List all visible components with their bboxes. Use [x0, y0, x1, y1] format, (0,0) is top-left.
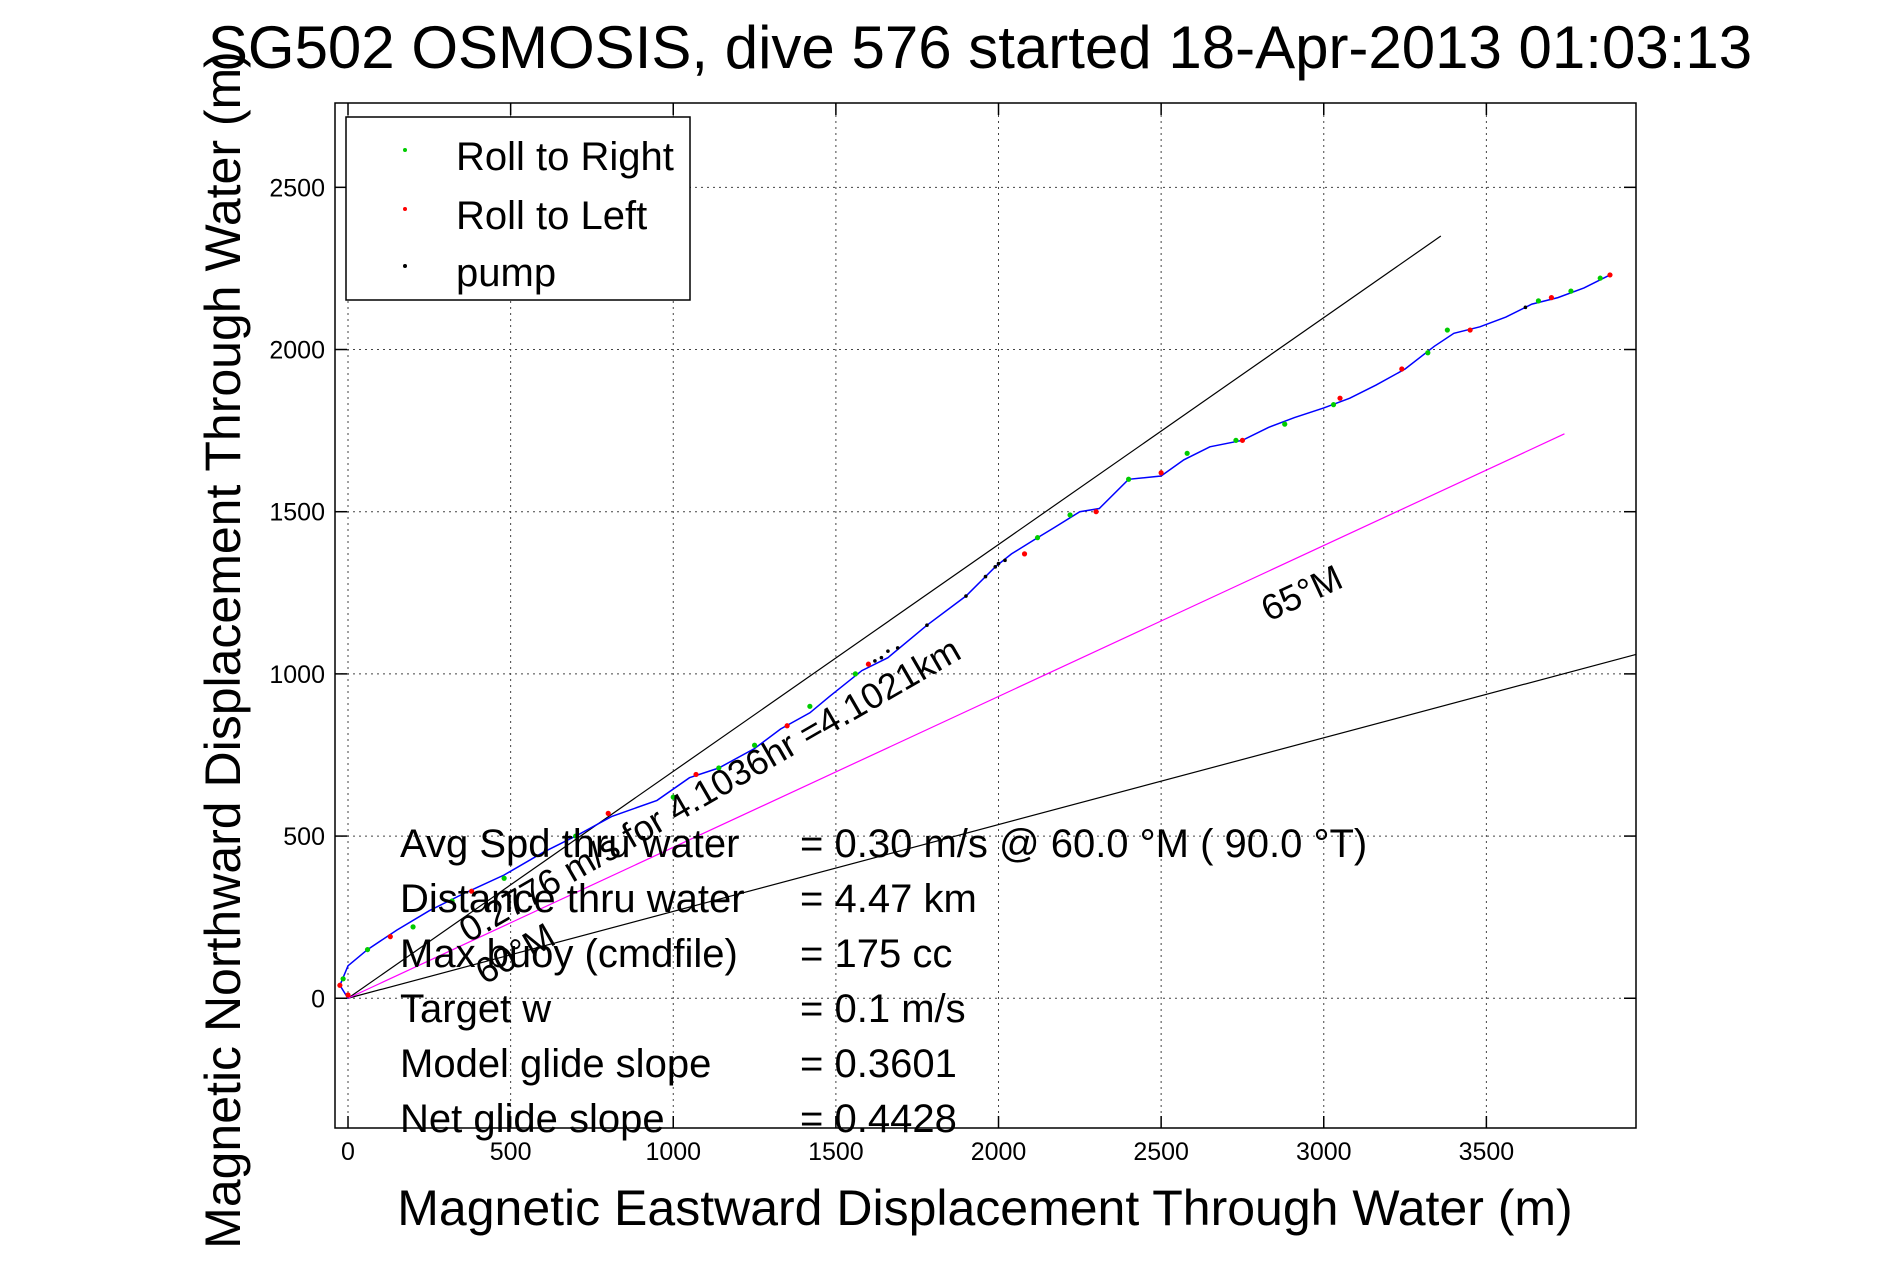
stat-value-net-glide: = 0.4428	[800, 1097, 957, 1141]
y-tick-label: 1500	[269, 499, 325, 527]
y-tick-label: 500	[283, 823, 325, 851]
stats-annotations: Avg Spd thru water = 0.30 m/s @ 60.0 °M …	[400, 822, 1367, 1141]
legend-marker-roll-left	[403, 207, 407, 211]
x-tick-label: 2500	[1133, 1138, 1189, 1166]
roll-right-marker	[364, 946, 371, 953]
roll-right-marker	[1597, 275, 1603, 281]
roll-left-marker	[1337, 395, 1343, 401]
y-tick-label: 1000	[269, 661, 325, 689]
reference-line-0	[347, 235, 1442, 999]
x-axis-label: Magnetic Eastward Displacement Through W…	[397, 1180, 1572, 1236]
pump-marker	[983, 574, 988, 579]
pump-marker	[993, 565, 998, 569]
roll-left-marker	[1021, 551, 1028, 557]
stat-value-avg-speed: = 0.30 m/s @ 60.0 °M ( 90.0 °T)	[800, 822, 1367, 866]
reference-lines	[347, 235, 1637, 999]
legend-label-roll-left: Roll to Left	[456, 194, 647, 238]
roll-right-marker	[852, 671, 859, 677]
roll-right-marker	[449, 898, 455, 904]
legend-label-pump: pump	[456, 251, 556, 295]
x-tick-label: 1000	[645, 1138, 701, 1166]
x-tick-label: 2000	[971, 1138, 1027, 1166]
roll-right-marker	[1444, 327, 1450, 333]
roll-right-marker	[1233, 437, 1239, 443]
y-tick-label: 2500	[269, 174, 325, 202]
roll-right-marker	[1425, 350, 1431, 356]
stat-label-max-buoy: Max buoy (cmdfile)	[400, 932, 738, 976]
x-tick-label: 3000	[1296, 1138, 1352, 1166]
roll-right-marker	[1067, 512, 1073, 518]
legend-marker-pump	[403, 264, 407, 268]
legend-marker-roll-right	[403, 148, 407, 152]
stat-label-net-glide: Net glide slope	[400, 1097, 665, 1141]
roll-right-marker	[1330, 402, 1337, 408]
x-tick-label: 0	[341, 1138, 355, 1166]
pump-marker	[925, 623, 929, 628]
x-tick-label: 1500	[808, 1138, 864, 1166]
roll-right-marker	[573, 833, 579, 839]
pump-marker	[895, 646, 900, 650]
legend: Roll to Right Roll to Left pump	[345, 116, 691, 301]
stat-label-distance: Distance thru water	[400, 877, 745, 921]
pump-marker	[996, 561, 1001, 566]
pump-marker	[964, 594, 968, 598]
roll-left-marker	[784, 723, 790, 729]
roll-right-marker	[1568, 288, 1574, 294]
roll-right-marker	[670, 794, 676, 800]
roll-right-marker	[1184, 450, 1190, 456]
pump-marker	[873, 659, 877, 663]
stat-value-target-w: = 0.1 m/s	[800, 987, 966, 1031]
roll-right-marker	[340, 976, 346, 982]
roll-left-marker	[1239, 437, 1246, 443]
roll-right-marker	[1034, 535, 1041, 541]
roll-left-marker	[1467, 327, 1473, 333]
x-tick-label: 3500	[1459, 1138, 1515, 1166]
y-tick-label: 0	[311, 985, 325, 1013]
pump-marker	[886, 649, 890, 653]
markers	[337, 272, 1613, 998]
roll-right-marker	[807, 703, 813, 709]
chart-title: SG502 OSMOSIS, dive 576 started 18-Apr-2…	[208, 14, 1752, 81]
legend-label-roll-right: Roll to Right	[456, 135, 674, 179]
roll-right-marker	[1535, 298, 1542, 304]
stat-value-distance: = 4.47 km	[800, 877, 977, 921]
roll-left-marker	[345, 992, 351, 998]
roll-left-marker	[1607, 272, 1613, 278]
track-line	[339, 274, 1611, 999]
reference-line-1	[347, 653, 1637, 999]
stat-value-max-buoy: = 175 cc	[800, 932, 952, 976]
roll-left-marker	[865, 661, 872, 667]
stat-label-target-w: Target w	[400, 987, 551, 1031]
pump-marker	[1523, 305, 1528, 310]
y-axis-label: Magnetic Northward Displacement Through …	[195, 51, 251, 1249]
roll-right-marker	[1126, 476, 1132, 482]
stat-label-model-glide: Model glide slope	[400, 1042, 711, 1086]
pump-marker	[1003, 558, 1007, 563]
stat-value-model-glide: = 0.3601	[800, 1042, 957, 1086]
roll-left-marker	[1158, 470, 1164, 476]
roll-left-marker	[469, 888, 475, 894]
roll-left-marker	[1399, 366, 1405, 372]
plot-frame	[334, 102, 1637, 1129]
roll-left-marker	[387, 934, 393, 940]
roll-left-marker	[693, 771, 699, 778]
x-tick-label: 500	[490, 1138, 532, 1166]
roll-left-marker	[1093, 509, 1099, 515]
roll-left-marker	[605, 810, 611, 816]
reference-line-2	[347, 433, 1565, 999]
roll-left-marker	[337, 982, 343, 988]
roll-right-marker	[410, 924, 416, 930]
roll-right-marker	[716, 765, 722, 771]
roll-right-marker	[751, 742, 758, 748]
roll-right-marker	[1282, 421, 1288, 427]
ticks: 0 500 1000 1500 2000 2500 3000 3500 0 500 1000 1500…	[269, 103, 1636, 1166]
stat-label-avg-speed: Avg Spd thru water	[400, 822, 739, 866]
pump-marker	[879, 655, 884, 660]
roll-right-marker	[501, 875, 507, 881]
y-tick-label: 2000	[269, 337, 325, 365]
roll-left-marker	[1548, 295, 1555, 301]
